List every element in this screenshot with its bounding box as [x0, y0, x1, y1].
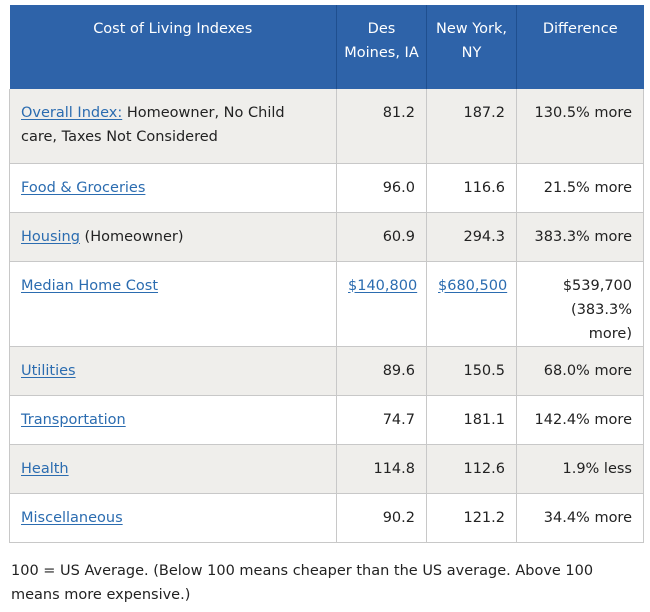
- des-moines-value: 89.6: [336, 346, 427, 396]
- table-row-food-groceries: Food & Groceries 96.0 116.6 21.5% more: [9, 163, 644, 213]
- new-york-value: $680,500: [426, 261, 517, 347]
- des-moines-value: 90.2: [336, 493, 427, 543]
- difference-value: 34.4% more: [516, 493, 644, 543]
- difference-value: 130.5% more: [516, 89, 644, 164]
- new-york-value: 112.6: [426, 444, 517, 494]
- table-row-miscellaneous: Miscellaneous 90.2 121.2 34.4% more: [9, 493, 644, 543]
- table-row-health: Health 114.8 112.6 1.9% less: [9, 444, 644, 494]
- des-moines-value: 60.9: [336, 212, 427, 262]
- new-york-value: 294.3: [426, 212, 517, 262]
- difference-amount: $539,700: [562, 277, 632, 294]
- miscellaneous-link[interactable]: Miscellaneous: [21, 509, 123, 526]
- difference-percent: (383.3% more): [571, 301, 632, 342]
- table-row-housing: Housing (Homeowner) 60.9 294.3 383.3% mo…: [9, 212, 644, 262]
- new-york-value: 187.2: [426, 89, 517, 164]
- des-moines-value: 74.7: [336, 395, 427, 445]
- row-label: Miscellaneous: [9, 493, 337, 543]
- des-moines-value: $140,800: [336, 261, 427, 347]
- header-row: Cost of Living Indexes Des Moines, IA Ne…: [9, 5, 644, 89]
- row-label-rest: (Homeowner): [79, 228, 184, 245]
- row-label: Housing (Homeowner): [9, 212, 337, 262]
- food-groceries-link[interactable]: Food & Groceries: [21, 179, 146, 196]
- median-home-cost-link[interactable]: Median Home Cost: [21, 277, 159, 294]
- utilities-link[interactable]: Utilities: [21, 362, 76, 379]
- header-new-york: New York, NY: [426, 5, 517, 89]
- difference-value: 383.3% more: [516, 212, 644, 262]
- table-row-transportation: Transportation 74.7 181.1 142.4% more: [9, 395, 644, 445]
- row-label: Health: [9, 444, 337, 494]
- new-york-value: 181.1: [426, 395, 517, 445]
- row-label: Transportation: [9, 395, 337, 445]
- difference-value: 68.0% more: [516, 346, 644, 396]
- overall-index-link[interactable]: Overall Index:: [21, 105, 123, 121]
- new-york-value: 121.2: [426, 493, 517, 543]
- table-row-utilities: Utilities 89.6 150.5 68.0% more: [9, 346, 644, 396]
- des-moines-value: 81.2: [336, 89, 427, 164]
- footnote: 100 = US Average. (Below 100 means cheap…: [11, 563, 594, 603]
- difference-value: 142.4% more: [516, 395, 644, 445]
- difference-value: 21.5% more: [516, 163, 644, 213]
- row-label: Utilities: [9, 346, 337, 396]
- des-moines-value: 96.0: [336, 163, 427, 213]
- row-label-rest: Homeowner, No Child care, Taxes Not Cons…: [21, 105, 285, 145]
- header-cost-of-living-indexes: Cost of Living Indexes: [9, 5, 337, 89]
- table-row-overall-index: Overall Index: Homeowner, No Child care,…: [9, 89, 644, 164]
- row-label: Food & Groceries: [9, 163, 337, 213]
- transportation-link[interactable]: Transportation: [21, 411, 126, 428]
- housing-link[interactable]: Housing: [21, 228, 80, 245]
- header-des-moines: Des Moines, IA: [336, 5, 427, 89]
- new-york-home-cost-link[interactable]: $680,500: [438, 277, 508, 294]
- row-label: Median Home Cost: [9, 261, 337, 347]
- header-difference: Difference: [516, 5, 644, 89]
- health-link[interactable]: Health: [21, 460, 69, 477]
- new-york-value: 150.5: [426, 346, 517, 396]
- des-moines-home-cost-link[interactable]: $140,800: [348, 277, 418, 294]
- row-label: Overall Index: Homeowner, No Child care,…: [9, 89, 337, 164]
- difference-value: $539,700 (383.3% more): [516, 261, 644, 347]
- cost-of-living-table: Cost of Living Indexes Des Moines, IA Ne…: [9, 5, 644, 543]
- difference-value: 1.9% less: [516, 444, 644, 494]
- table-row-median-home-cost: Median Home Cost $140,800 $680,500 $539,…: [9, 261, 644, 347]
- des-moines-value: 114.8: [336, 444, 427, 494]
- new-york-value: 116.6: [426, 163, 517, 213]
